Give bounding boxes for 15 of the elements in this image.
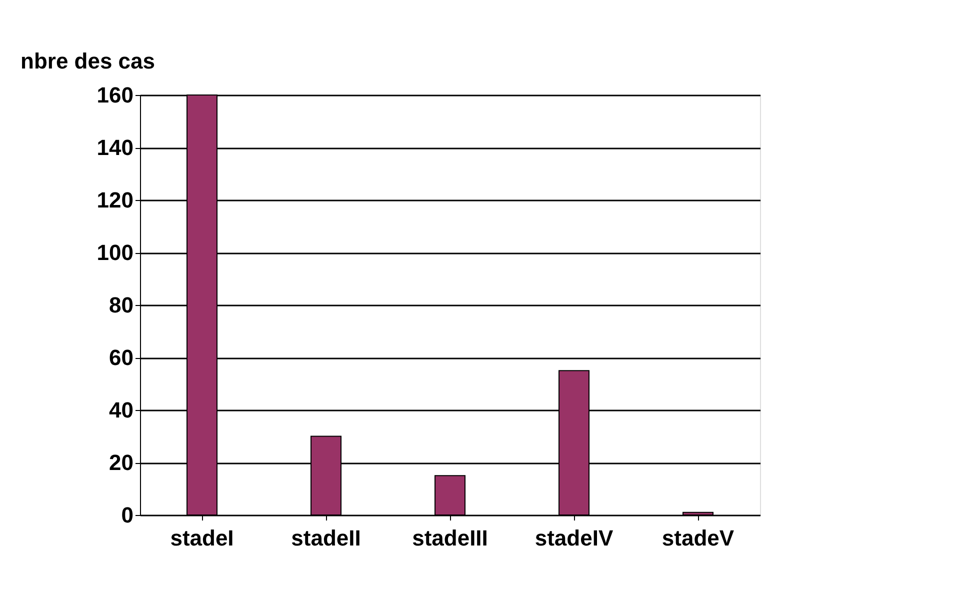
x-tick-label: stadeIV — [534, 526, 614, 550]
x-tick-label: stadeIII — [412, 526, 488, 550]
x-tick-label: stadeI — [170, 526, 234, 550]
y-tick-label: 140 — [96, 135, 134, 160]
y-tick-label: 20 — [109, 450, 134, 475]
y-tick-label: 120 — [96, 188, 134, 212]
x-tick-label: stadeV — [662, 526, 734, 550]
x-tick-label: stadeII — [291, 526, 361, 550]
y-tick-label: 0 — [121, 502, 134, 528]
y-tick-label: 40 — [109, 398, 134, 422]
y-axis-title: nbre des cas — [20, 48, 156, 74]
y-tick-label: 80 — [109, 292, 134, 318]
y-tick-label: 60 — [109, 345, 134, 370]
y-tick-label: 160 — [96, 82, 134, 108]
y-tick-label: 100 — [96, 240, 134, 265]
